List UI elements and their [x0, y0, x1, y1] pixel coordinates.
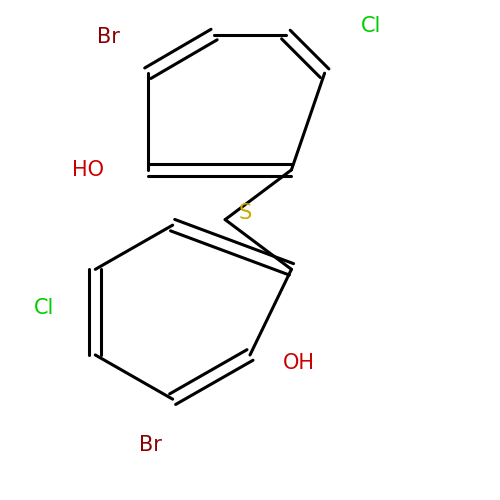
Text: Cl: Cl	[360, 16, 381, 36]
Text: OH: OH	[283, 354, 315, 374]
Text: HO: HO	[72, 160, 104, 180]
Text: Br: Br	[98, 28, 120, 48]
Text: Br: Br	[139, 435, 162, 455]
Text: Cl: Cl	[34, 298, 54, 318]
Text: S: S	[239, 203, 252, 223]
